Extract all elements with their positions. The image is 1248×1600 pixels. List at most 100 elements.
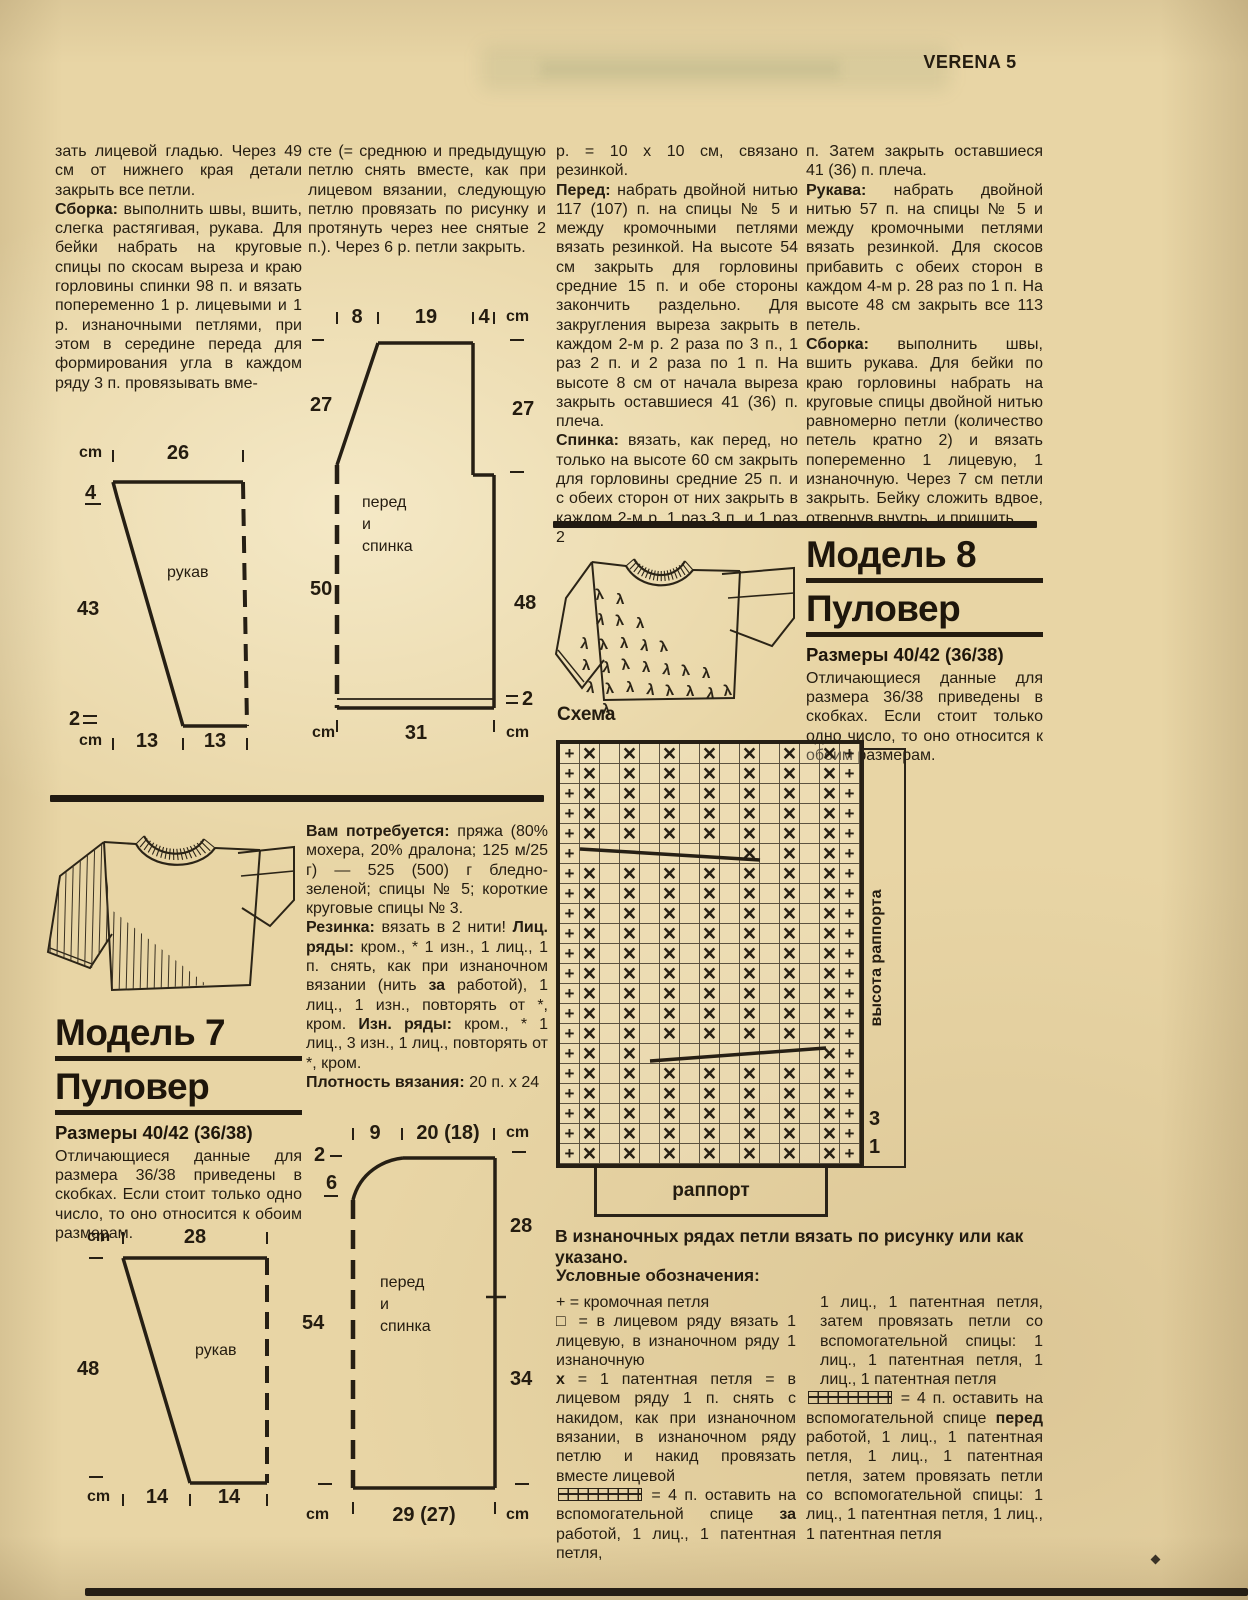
model7-title: Модель 7: [55, 1013, 302, 1061]
chart-cell: ×: [740, 1064, 760, 1084]
pattern-glyph: λ: [594, 586, 605, 604]
chart-cell: +: [840, 924, 860, 944]
dim-unit: cm: [506, 724, 530, 741]
model7-section: Модель 7 Пуловер Размеры 40/42 (36/38) О…: [55, 1013, 302, 1243]
chart-row-number-1: 1: [869, 1136, 881, 1158]
chart-cell: [800, 744, 820, 764]
chart-cell: ×: [580, 744, 600, 764]
rapport-label: раппорт: [672, 1180, 750, 1201]
chart-cell: [720, 824, 740, 844]
chart-cell: ×: [620, 764, 640, 784]
chart-cell: ×: [660, 944, 680, 964]
chart-cell: ×: [700, 884, 720, 904]
chart-cell: ×: [820, 1124, 840, 1144]
dim-bottom: 29 (27): [392, 1504, 456, 1526]
dim-unit: cm: [79, 732, 103, 749]
chart-cell: [680, 844, 700, 864]
chart-cell: [720, 904, 740, 924]
chart-cell: [640, 1044, 660, 1064]
schematic-sleeve-model7: cm 28 48 cm 14 14 рукав: [55, 1226, 307, 1542]
model8-section: Модель 8 Пуловер Размеры 40/42 (36/38) О…: [806, 535, 1043, 765]
chart-cell: ×: [580, 1024, 600, 1044]
chart-cell: ×: [580, 864, 600, 884]
chart-cell: ×: [660, 1104, 680, 1124]
chart-cell: [720, 1124, 740, 1144]
dim-left-2: 43: [77, 598, 100, 620]
chart-cell: ×: [780, 1124, 800, 1144]
chart-cell: [720, 744, 740, 764]
chart-cell: ×: [620, 984, 640, 1004]
chart-cell: +: [840, 884, 860, 904]
chart-cell: [760, 824, 780, 844]
chart-cell: ×: [820, 864, 840, 884]
chart-cell: [600, 764, 620, 784]
piece-label: рукав: [167, 564, 209, 581]
chart-cell: ×: [580, 1044, 600, 1064]
chart-cell: [700, 1044, 720, 1064]
chart-cell: [680, 964, 700, 984]
chart-cell: [600, 844, 620, 864]
chart-cell: ×: [740, 864, 760, 884]
schematic-body-model7: 9 20 (18) cm 2 6 54 28 34 cm 29 (27) cm …: [300, 1100, 550, 1550]
paragraph: сте (= среднюю и предыдущую петлю снять …: [308, 143, 546, 257]
chart-cell: ×: [740, 964, 760, 984]
chart-cell: [800, 1044, 820, 1064]
pattern-glyph: λ: [582, 657, 591, 674]
chart-cell: [680, 1084, 700, 1104]
chart-cell: [680, 944, 700, 964]
chart-cell: +: [560, 904, 580, 924]
chart-cell: [800, 1144, 820, 1164]
chart-cell: [760, 844, 780, 864]
chart-cell: +: [560, 1124, 580, 1144]
chart-cell: ×: [700, 784, 720, 804]
chart-cell: [640, 844, 660, 864]
ink-speck: [1150, 1554, 1161, 1565]
schematic-sleeve-model6-drawing: [83, 450, 249, 750]
chart-cell: ×: [780, 964, 800, 984]
chart-cell: ×: [740, 1084, 760, 1104]
chart-cell: ×: [700, 1024, 720, 1044]
chart-cell: ×: [740, 1004, 760, 1024]
section-divider: [553, 521, 1037, 528]
chart-cell: ×: [740, 984, 760, 1004]
chart-cell: ×: [740, 844, 760, 864]
chart-cell: [600, 1024, 620, 1044]
chart-cell: +: [560, 1044, 580, 1064]
chart-cell: [760, 864, 780, 884]
dim-top-width: 28: [183, 1226, 207, 1248]
chart-cell: [580, 844, 600, 864]
pattern-glyph: λ: [705, 685, 716, 703]
chart-cell: [720, 844, 740, 864]
chart-cell: ×: [820, 804, 840, 824]
chart-cell: ×: [780, 864, 800, 884]
chart-cell: [640, 864, 660, 884]
chart-cell: [680, 804, 700, 824]
pattern-glyph: λ: [642, 659, 651, 676]
chart-cell: ×: [780, 944, 800, 964]
chart-cell: ×: [700, 744, 720, 764]
chart-cell: ×: [740, 1104, 760, 1124]
chart-cell: ×: [620, 1104, 640, 1124]
pattern-glyph: λ: [604, 680, 615, 698]
chart-cell: [760, 1024, 780, 1044]
chart-cell: ×: [700, 904, 720, 924]
dim-bottom-1: 14: [145, 1486, 169, 1508]
chart-cell: [600, 1144, 620, 1164]
chart-cell: [640, 944, 660, 964]
pattern-glyph: λ: [602, 701, 611, 718]
chart-cell: [640, 824, 660, 844]
chart-cell: ×: [820, 784, 840, 804]
dim-left-2: 6: [326, 1172, 338, 1194]
chart-cell: +: [840, 904, 860, 924]
chart-cell: +: [560, 944, 580, 964]
chart-cell: ×: [580, 944, 600, 964]
chart-cell: +: [840, 984, 860, 1004]
piece-label: рукав: [195, 1342, 237, 1359]
chart-cell: ×: [580, 884, 600, 904]
dim-unit: cm: [79, 444, 103, 461]
chart-cell: ×: [780, 824, 800, 844]
dim-right-2: 34: [510, 1368, 533, 1390]
chart-cell: ×: [820, 844, 840, 864]
chart-cell: ×: [780, 744, 800, 764]
chart-cell: [600, 924, 620, 944]
